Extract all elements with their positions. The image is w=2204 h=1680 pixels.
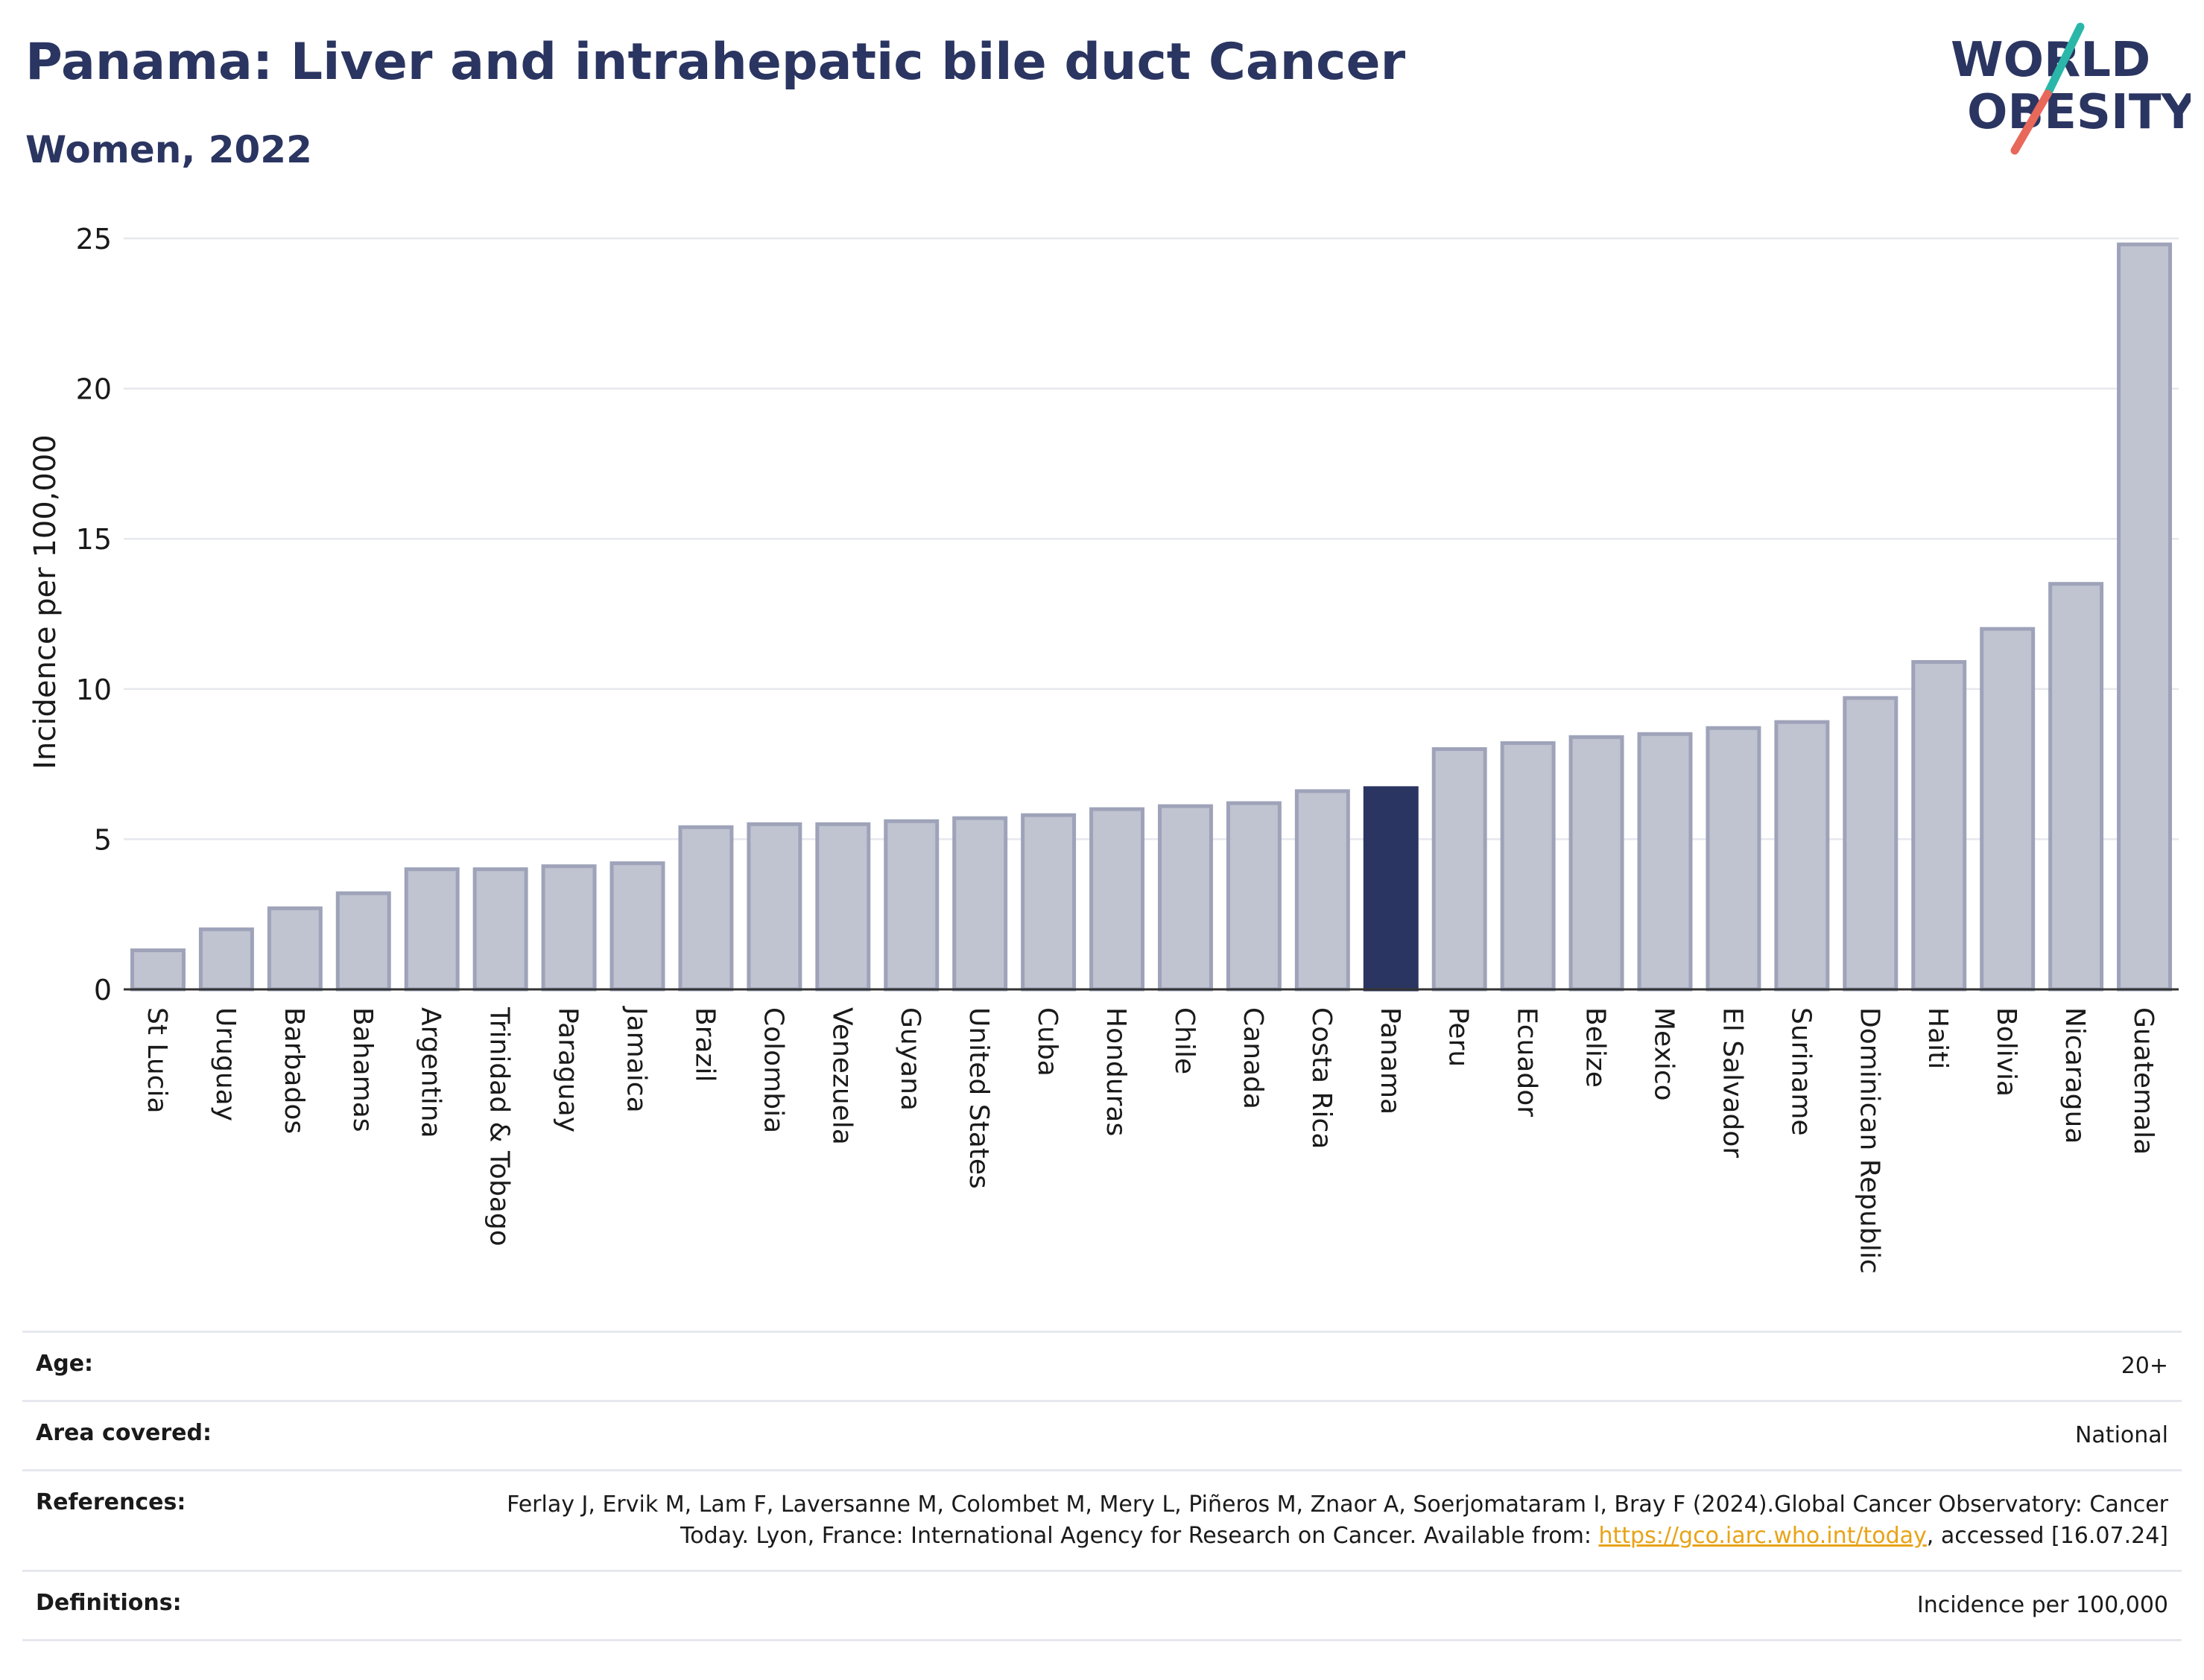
bar	[1774, 720, 1830, 992]
y-tick-label: 25	[76, 223, 112, 256]
x-tick-label: Panama	[1375, 1007, 1405, 1115]
bar	[1843, 696, 1899, 992]
x-tick-label: Mexico	[1649, 1007, 1679, 1101]
y-axis-label: Incidence per 100,000	[28, 434, 63, 770]
references-label: References:	[22, 1469, 422, 1572]
info-row-area: Area covered: National	[22, 1400, 2182, 1471]
bar	[198, 927, 254, 992]
logo-slash-top	[2043, 22, 2085, 98]
bar	[815, 822, 871, 992]
chart-title: Panama: Liver and intrahepatic bile duct…	[25, 33, 1406, 92]
x-axis-ticks: St Lucia Uruguay Barbados Bahamas Argentina T…	[142, 1006, 2159, 1274]
x-tick-label: Uruguay	[210, 1007, 241, 1121]
bars	[130, 242, 2173, 992]
bar	[1637, 732, 1693, 992]
x-tick-label: Cuba	[1032, 1007, 1063, 1077]
bar	[884, 819, 940, 992]
references-link[interactable]: https://gco.iarc.who.int/today	[1598, 1523, 1927, 1549]
x-tick-label: Bolivia	[1991, 1007, 2021, 1097]
x-tick-label: Argentina	[416, 1007, 446, 1138]
area-value: National	[422, 1400, 2182, 1471]
bar	[1226, 801, 1282, 992]
age-value: 20+	[422, 1331, 2182, 1402]
x-tick-label: Trinidad & Tobago	[484, 1007, 515, 1246]
x-tick-label: Dominican Republic	[1854, 1007, 1884, 1274]
info-row-references: References: Ferlay J, Ervik M, Lam F, La…	[22, 1469, 2182, 1572]
y-tick-label: 0	[94, 974, 112, 1007]
gridlines	[124, 237, 2179, 840]
y-tick-label: 10	[76, 673, 112, 706]
x-tick-label: Guatemala	[2128, 1007, 2159, 1155]
references-value: Ferlay J, Ervik M, Lam F, Laversanne M, …	[422, 1469, 2182, 1572]
bar	[1021, 813, 1077, 992]
bar	[1568, 735, 1624, 992]
age-label: Age:	[22, 1331, 422, 1402]
bar	[678, 825, 734, 992]
bar	[2117, 242, 2173, 992]
bar-chart: 0 5 10 15 20 25 Incidence per 100,000 St Luci…	[28, 223, 2179, 1274]
bar	[952, 816, 1008, 992]
bar	[1980, 627, 2036, 992]
logo-line-obesity: OBESITY	[1967, 85, 2191, 140]
x-tick-label: Bahamas	[347, 1007, 378, 1132]
x-tick-label: Nicaragua	[2059, 1007, 2090, 1144]
bar	[609, 861, 665, 992]
chart-subtitle: Women, 2022	[25, 128, 312, 171]
x-tick-label: Jamaica	[621, 1006, 652, 1113]
x-tick-label: Barbados	[279, 1007, 309, 1134]
y-tick-label: 20	[76, 373, 112, 406]
bar	[1500, 741, 1556, 992]
bar	[404, 867, 460, 992]
x-tick-label: United States	[963, 1007, 994, 1189]
bar	[1157, 804, 1213, 992]
bar	[2048, 582, 2104, 992]
x-tick-label: Guyana	[895, 1007, 925, 1111]
x-tick-label: St Lucia	[142, 1007, 172, 1114]
area-label: Area covered:	[22, 1400, 422, 1471]
info-table: Age: 20+ Area covered: National Referenc…	[22, 1331, 2182, 1641]
y-tick-label: 15	[76, 523, 112, 556]
bar	[335, 891, 391, 992]
x-tick-label: Haiti	[1922, 1007, 1953, 1069]
bar	[1089, 807, 1145, 992]
x-tick-label: Peru	[1443, 1007, 1474, 1067]
bar	[1294, 789, 1350, 992]
references-accessed: , accessed [16.07.24]	[1926, 1523, 2168, 1549]
bar-highlight	[1363, 786, 1419, 992]
x-tick-label: Suriname	[1785, 1007, 1816, 1136]
definitions-value: Incidence per 100,000	[422, 1570, 2182, 1641]
x-tick-label: Brazil	[689, 1007, 720, 1082]
x-tick-label: Paraguay	[553, 1007, 583, 1132]
logo-slash-bottom	[2010, 89, 2052, 155]
x-tick-label: Belize	[1580, 1007, 1611, 1088]
info-row-age: Age: 20+	[22, 1331, 2182, 1402]
x-tick-label: Honduras	[1101, 1007, 1131, 1136]
info-row-definitions: Definitions: Incidence per 100,000	[22, 1570, 2182, 1641]
y-axis-ticks: 0 5 10 15 20 25	[76, 223, 112, 1007]
bar	[1706, 726, 1761, 992]
bar	[541, 864, 597, 992]
bar	[472, 867, 528, 992]
x-tick-label: El Salvador	[1717, 1007, 1747, 1158]
x-tick-label: Colombia	[758, 1007, 788, 1133]
references-text: Ferlay J, Ervik M, Lam F, Laversanne M, …	[507, 1492, 2168, 1549]
x-tick-label: Ecuador	[1512, 1007, 1542, 1117]
bar	[747, 822, 802, 992]
definitions-label: Definitions:	[22, 1570, 422, 1641]
bar	[1911, 660, 1967, 992]
x-tick-label: Chile	[1169, 1007, 1200, 1074]
x-tick-label: Costa Rica	[1306, 1007, 1337, 1149]
bar	[130, 948, 186, 992]
x-tick-label: Canada	[1238, 1007, 1268, 1109]
bar	[267, 906, 323, 992]
bar	[1431, 747, 1487, 992]
y-tick-label: 5	[94, 823, 112, 856]
x-tick-label: Venezuela	[826, 1007, 857, 1145]
world-obesity-logo: WORLD OBESITY	[1951, 22, 2191, 155]
